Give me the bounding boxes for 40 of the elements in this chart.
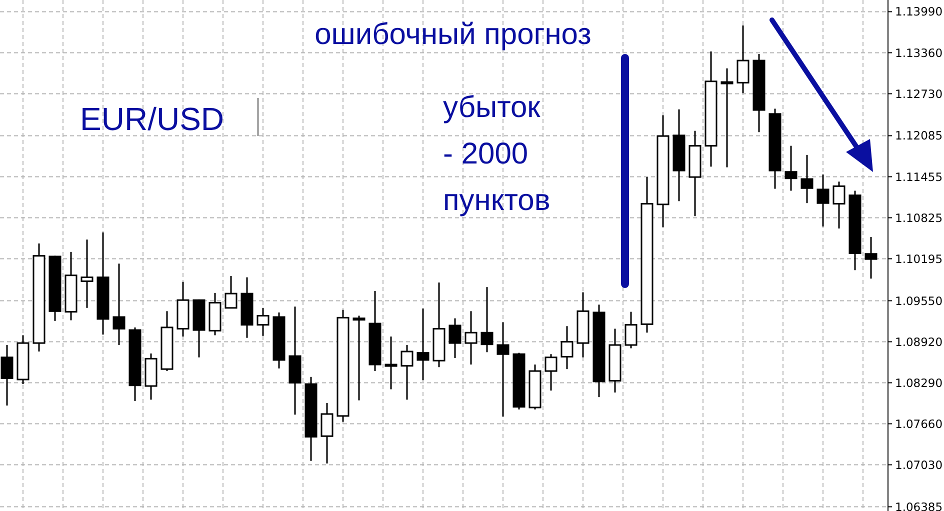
y-tick-label: 1.09550: [895, 294, 943, 308]
candlestick: [112, 262, 126, 346]
candlestick: [864, 236, 878, 280]
candlestick: [784, 145, 798, 192]
y-tick-label: 1.08920: [895, 334, 943, 349]
candlestick: [624, 311, 638, 350]
y-tick-label: 1.12085: [895, 128, 943, 143]
candlestick: [80, 238, 94, 309]
annotation: ошибочный прогноз: [314, 18, 592, 51]
y-tick-label: 1.10195: [895, 252, 943, 266]
candlestick: [352, 314, 366, 402]
candlestick: [736, 24, 750, 94]
candlestick: [496, 321, 510, 418]
candlestick: [480, 286, 494, 353]
candlestick: [400, 344, 414, 400]
y-tick-label: 1.06385: [895, 500, 943, 511]
candlestick: [416, 308, 430, 381]
candlestick: [464, 310, 478, 366]
y-tick-label: 1.07660: [895, 416, 943, 431]
candlestick: [720, 68, 734, 168]
y-tick-label: 1.11455: [895, 170, 943, 184]
y-tick-label: 1.13360: [895, 46, 943, 60]
y-tick-label: 1.08290: [895, 376, 943, 390]
candlestick: [560, 325, 574, 370]
candlestick: [0, 344, 14, 406]
candlestick: [448, 318, 462, 359]
candlestick: [832, 180, 846, 230]
y-tick-label: 1.07030: [895, 458, 943, 472]
candlestick: [256, 307, 270, 337]
candlestick: [816, 174, 830, 228]
candlestick: [384, 336, 398, 390]
y-tick-label: 1.13990: [895, 4, 943, 19]
annotation: убыток - 2000 пунктов: [443, 91, 550, 217]
y-tick-label: 1.12730: [895, 86, 943, 101]
candlestick: [544, 353, 558, 392]
candlestick: [320, 402, 334, 464]
annotation: EUR/USD: [80, 101, 224, 137]
y-tick-label: 1.10825: [895, 210, 943, 225]
candlestick: [224, 275, 238, 309]
candlestick: [800, 154, 814, 204]
